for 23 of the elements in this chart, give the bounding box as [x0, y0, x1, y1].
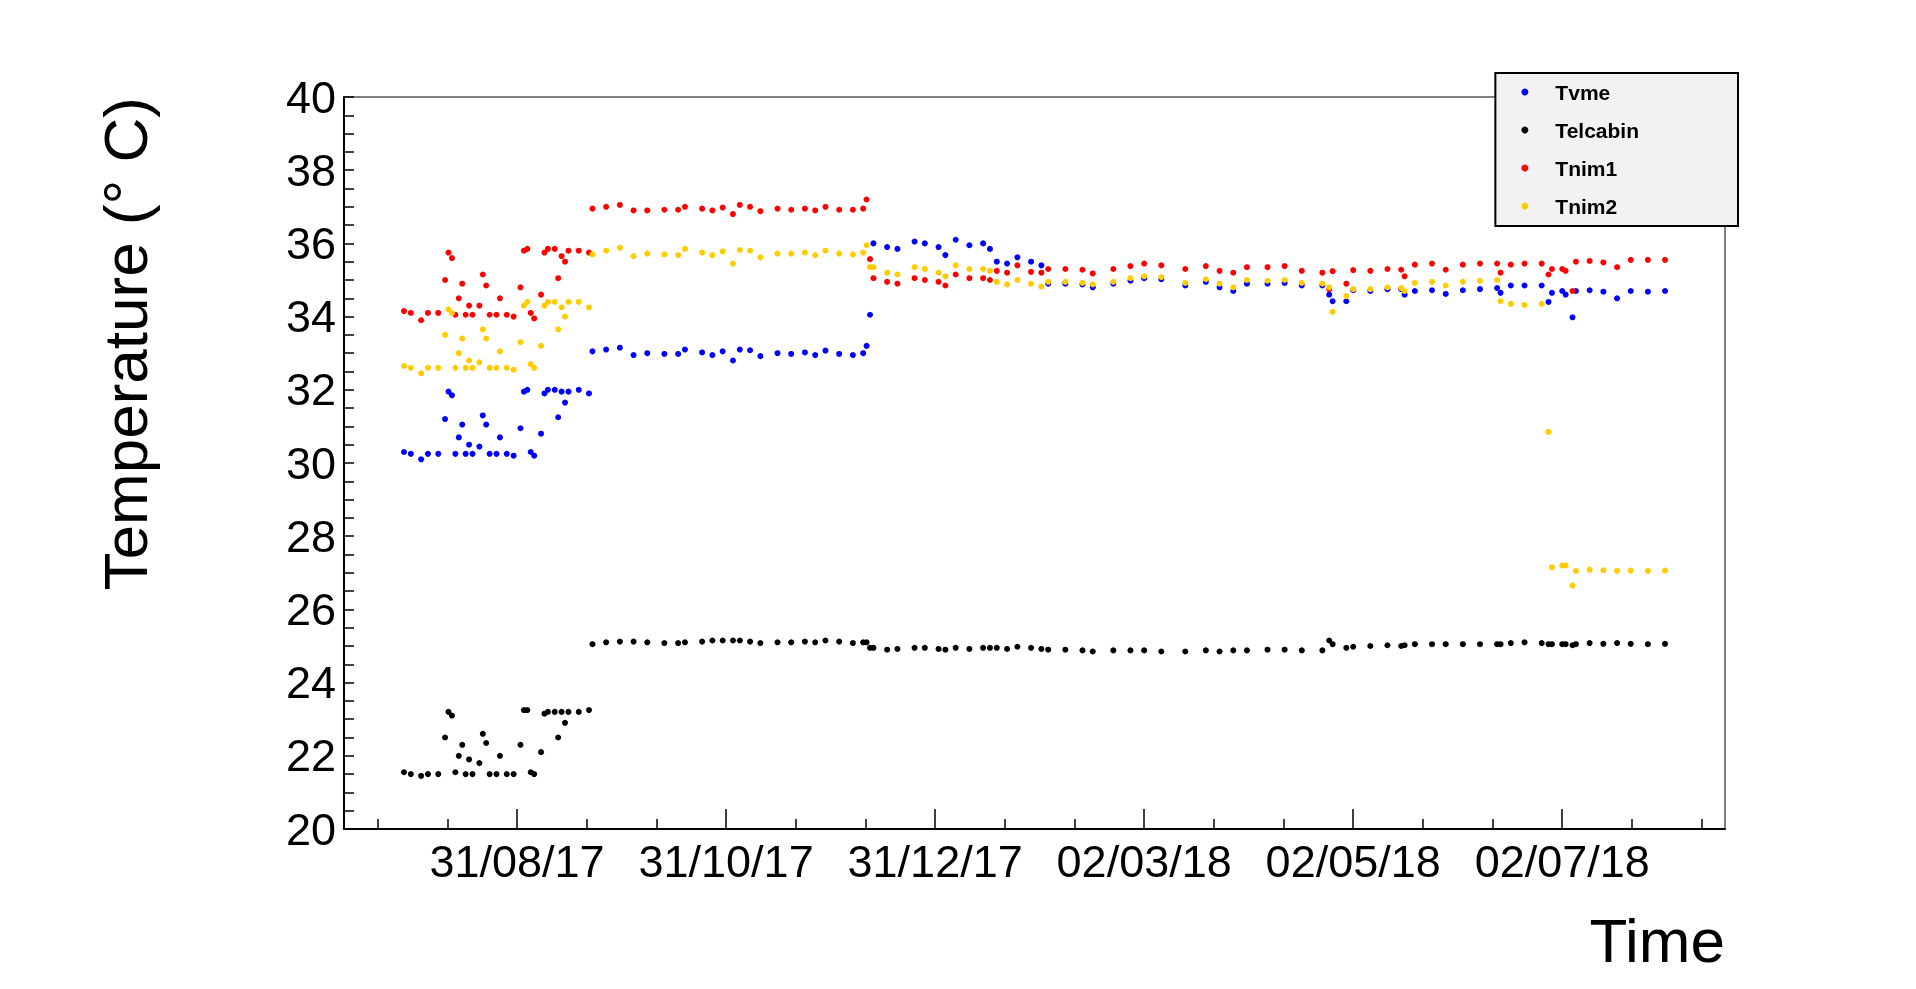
- x-axis-title: Time: [1589, 905, 1725, 975]
- y-tick-label: 32: [285, 364, 336, 416]
- x-tick-label: 02/03/18: [1056, 836, 1232, 887]
- y-tick-label: 22: [285, 730, 336, 782]
- y-tick-label: 38: [285, 144, 336, 196]
- legend-label: Tnim1: [1555, 156, 1618, 180]
- y-tick-label: 36: [285, 217, 336, 269]
- y-tick-label: 40: [285, 71, 336, 123]
- y-tick-label: 24: [285, 657, 336, 709]
- y-tick-label: 34: [285, 291, 336, 343]
- y-tick-label: 30: [285, 437, 336, 489]
- x-tick-label: 31/12/17: [847, 836, 1023, 887]
- x-tick-label: 31/10/17: [638, 836, 814, 887]
- y-tick-label: 26: [285, 583, 336, 635]
- legend-label: Tnim2: [1555, 194, 1618, 218]
- y-tick-label: 28: [285, 510, 336, 562]
- legend-label: Tvme: [1555, 80, 1611, 104]
- x-tick-label: 31/08/17: [429, 836, 605, 887]
- y-tick-label: 20: [285, 803, 336, 855]
- x-tick-label: 02/07/18: [1474, 836, 1650, 887]
- y-axis-title: Temperature (° C): [90, 97, 160, 591]
- legend-label: Telcabin: [1555, 118, 1640, 142]
- x-tick-label: 02/05/18: [1265, 836, 1441, 887]
